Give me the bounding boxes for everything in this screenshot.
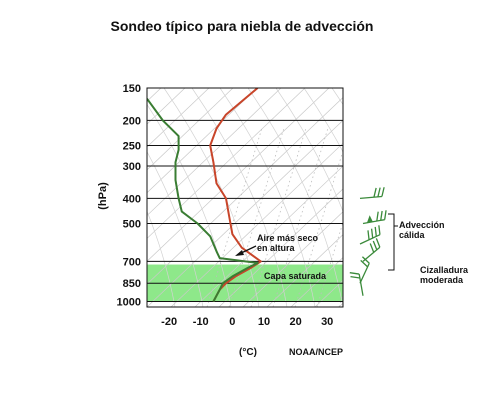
annotations: Aire más seco en altura Capa saturada Advec… [235,213,469,285]
dry-adiabat-line [247,88,343,307]
wind-barb [359,225,381,245]
x-tick-label: 10 [258,316,270,328]
x-tick-label: -20 [161,316,177,328]
y-tick-label: 850 [123,278,141,290]
dewpoint-profile-line [147,98,259,302]
dry-adiabat-line [331,88,343,106]
y-tick-label: 400 [123,193,141,205]
isotherm-line [242,211,343,307]
isotherm-line [266,234,343,307]
annotation-shear: Cizalladura moderada [420,265,469,285]
isotherm-line [0,88,89,307]
wind-barb [362,210,387,225]
y-tick-label: 300 [123,161,141,173]
isotherm-line [0,88,137,307]
isotherm-line [290,256,343,307]
isotherm-line [147,88,234,171]
isotherm-line [147,88,330,262]
temperature-profile-line [209,88,262,302]
dry-adiabat-line [147,103,232,307]
x-tick-label: 0 [229,316,235,328]
dry-air-arrowhead [235,250,244,256]
mixing-ratio-line [338,292,343,307]
y-tick-label: 250 [123,140,141,152]
dry-adiabat-line [275,88,343,213]
y-tick-label: 700 [123,256,141,268]
annotation-warm-advection: Advección cálida [399,220,445,240]
x-tick-label: 20 [289,316,301,328]
wind-barb [359,256,370,284]
axis-ticks: 150 200 250 300 400 500 700 850 1000 -20 -10 0 10 20 3… [117,83,334,328]
isotherm-line [218,188,343,307]
dry-adiabat-line [0,88,35,307]
wind-barb [349,272,364,296]
dry-adiabat-line [191,88,288,307]
isotherm-line [170,142,343,307]
y-axis-label: (hPa) [97,182,109,210]
x-axis-label: (°C) [239,347,257,358]
dry-adiabat-line [147,210,176,307]
wind-barbs [349,187,387,296]
dry-adiabat-line [0,88,63,307]
isotherm-line [194,165,343,307]
chart-title: Sondeo típico para niebla de advección [111,18,374,34]
dry-adiabat-line [0,88,7,307]
isotherm-line [147,88,282,217]
x-tick-label: 30 [321,316,333,328]
isotherm-line [0,88,113,307]
plot-frame [146,87,344,308]
annotation-saturated: Capa saturada [264,271,327,281]
dry-adiabat-line [219,88,316,307]
y-tick-label: 500 [123,218,141,230]
isotherm-line [147,88,210,148]
annotation-dry-air: Aire más seco en altura [257,233,319,253]
dry-adiabat-line [147,151,204,307]
isotherm-line [483,88,500,307]
y-tick-label: 1000 [117,297,141,309]
dry-adiabat-line [0,88,91,307]
y-tick-label: 150 [123,83,141,95]
wind-barb [359,187,385,200]
isotherm-line [147,88,306,239]
isotherm-line [147,96,343,285]
wind-barb [362,238,381,262]
x-tick-label: -10 [193,316,209,328]
dry-adiabat-line [303,88,343,153]
warm-advection-bracket [388,213,395,271]
isotherm-line [147,119,343,307]
plot-area [0,87,500,308]
y-tick-label: 200 [123,115,141,127]
source-label: NOAA/NCEP [289,347,343,357]
